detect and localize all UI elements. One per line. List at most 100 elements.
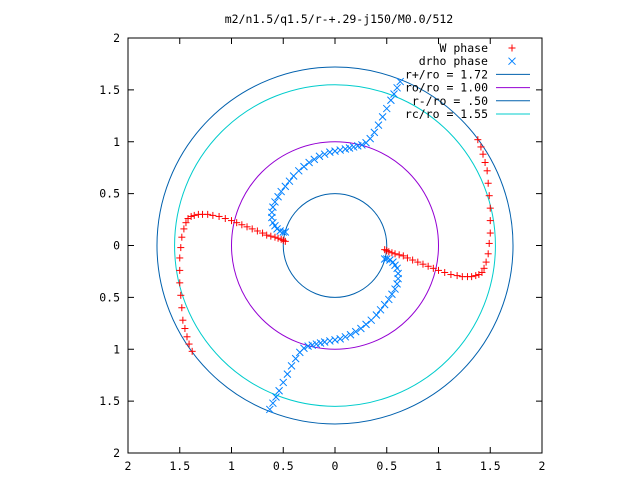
w-phase-point xyxy=(181,325,189,332)
y-tick-label: 0.5 xyxy=(99,187,120,201)
w-phase-point xyxy=(458,273,466,281)
drho-phase-point xyxy=(357,324,365,333)
w-phase-point xyxy=(395,251,403,259)
circle-r-ro-50 xyxy=(282,193,388,298)
drho-phase-point xyxy=(300,344,308,353)
y-tick-label: 0 xyxy=(113,239,120,253)
w-phase-point xyxy=(179,316,187,324)
drho-phase-point xyxy=(320,150,329,159)
w-phase-point xyxy=(188,347,196,355)
drho-phase-point xyxy=(362,320,370,329)
circle-rc-ro-1-55 xyxy=(174,84,496,407)
drho-phase-point xyxy=(281,182,290,191)
drho-phase-point xyxy=(310,155,319,164)
y-tick-label: 1.5 xyxy=(99,83,120,97)
drho-phase-point xyxy=(283,370,292,379)
drho-phase-point xyxy=(281,228,290,236)
drho-phase-point xyxy=(390,90,398,98)
w-phase-point xyxy=(486,229,494,237)
w-phase-point xyxy=(484,179,492,187)
w-phase-point xyxy=(381,246,389,254)
drho-phase-point xyxy=(341,332,350,341)
y-tick-label: 1 xyxy=(113,342,120,356)
w-phase-point xyxy=(419,260,427,268)
w-phase-point xyxy=(271,233,279,241)
w-phase-point xyxy=(472,272,480,280)
drho-phase-point xyxy=(287,361,296,370)
w-phase-point xyxy=(215,212,223,220)
w-phase-point xyxy=(267,232,275,240)
w-phase-point xyxy=(238,221,246,229)
drho-phase-point xyxy=(265,405,274,414)
drho-phase-point xyxy=(378,112,387,121)
drho-phase-point xyxy=(351,327,360,336)
drho-phase-point xyxy=(394,269,402,278)
y-tick-label: 1.5 xyxy=(99,394,120,408)
legend-label: rc/ro = 1.55 xyxy=(405,107,488,121)
drho-phase-point xyxy=(274,192,282,201)
x-tick-label: 1.5 xyxy=(480,459,501,473)
w-phase-point xyxy=(178,304,186,312)
legend-label: r-/ro = .50 xyxy=(412,94,488,108)
drho-phase-point xyxy=(374,121,383,130)
w-phase-point xyxy=(484,250,492,258)
x-tick-label: 1.5 xyxy=(169,459,190,473)
drho-phase-point xyxy=(346,330,355,339)
drho-phase-point xyxy=(331,147,339,155)
w-phase-point xyxy=(486,217,494,225)
w-phase-point xyxy=(281,237,289,245)
w-phase-point xyxy=(388,249,396,257)
w-phase-point xyxy=(447,271,455,279)
w-phase-point xyxy=(441,268,449,276)
circle-ro-ro-1-00 xyxy=(231,141,439,350)
w-phase-point xyxy=(485,239,493,247)
drho-phase-point xyxy=(336,335,345,343)
w-phase-point xyxy=(414,258,422,266)
w-phase-point xyxy=(259,229,267,237)
x-tick-label: 0 xyxy=(332,459,339,473)
drho-phase-point xyxy=(272,393,280,401)
w-phase-point xyxy=(475,271,483,279)
w-phase-point xyxy=(243,223,251,231)
drho-phase-point xyxy=(285,177,294,186)
w-phase-point xyxy=(178,233,186,241)
w-phase-point xyxy=(253,227,261,235)
drho-phase-point xyxy=(269,399,277,408)
w-phase-point xyxy=(399,252,407,260)
w-phase-point xyxy=(391,250,399,258)
x-tick-label: 1 xyxy=(435,459,442,473)
legend-label: W phase xyxy=(440,41,489,55)
w-phase-point xyxy=(477,143,485,151)
drho-phase-point xyxy=(268,213,276,222)
w-phase-point xyxy=(481,159,489,166)
drho-phase-point xyxy=(336,146,345,154)
w-phase-point xyxy=(263,231,271,239)
drho-phase-point xyxy=(370,128,379,137)
axis-ticks: 2 1.5 1 0.5 0 0.5 1 1.5 221.510.500.511.52 xyxy=(99,31,545,473)
drho-phase-point xyxy=(325,337,334,345)
w-phase-point xyxy=(424,262,432,270)
w-phase-point xyxy=(187,212,195,220)
drho-phase-point xyxy=(331,336,339,344)
x-tick-label: 0.5 xyxy=(273,459,294,473)
w-phase-point xyxy=(180,225,188,233)
drho-phase-point xyxy=(388,290,396,299)
x-tick-label: 0.5 xyxy=(376,459,397,473)
drho-phase-point xyxy=(279,378,288,387)
drho-phase-point xyxy=(380,255,389,263)
w-phase-point xyxy=(429,264,437,272)
drho-phase-point xyxy=(387,96,395,105)
reference-circles xyxy=(156,66,514,425)
w-phase-point xyxy=(435,266,442,274)
w-phase-point xyxy=(185,340,193,348)
w-phase-point xyxy=(204,210,212,218)
drho-phase-point xyxy=(362,138,370,147)
w-phase-point xyxy=(482,258,490,266)
y-tick-label: 0.5 xyxy=(99,290,120,304)
w-phase-point xyxy=(177,291,185,299)
w-phase-point xyxy=(479,150,487,158)
drho-phase-point xyxy=(384,295,393,304)
drho-phase-point xyxy=(275,386,283,395)
drho-phase-point xyxy=(315,152,324,161)
